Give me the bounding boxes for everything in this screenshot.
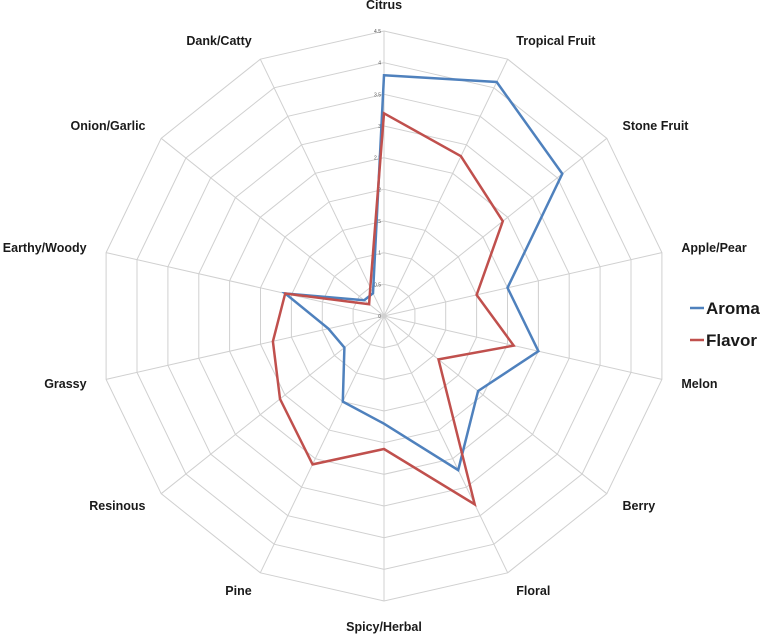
axis-label-spicy-herbal: Spicy/Herbal	[346, 620, 422, 634]
grid-spoke	[105, 252, 385, 317]
axis-label-stone-fruit: Stone Fruit	[623, 119, 690, 133]
tick-label: 0	[378, 314, 381, 320]
data-series	[271, 73, 564, 507]
tick-label: 2	[378, 187, 381, 193]
axis-label-floral: Floral	[516, 584, 550, 598]
grid-spoke	[383, 252, 663, 317]
tick-label: 0.5	[374, 282, 381, 288]
tick-label: 4	[378, 61, 381, 67]
grid-spoke	[259, 58, 385, 317]
tick-label: 1	[378, 251, 381, 257]
tick-label: 2.5	[374, 156, 381, 162]
tick-label: 4.5	[374, 29, 381, 35]
grid-spoke	[160, 137, 385, 317]
grid-spoke	[259, 315, 385, 574]
legend-label-flavor: Flavor	[706, 331, 757, 350]
category-labels: Citrus Tropical Fruit Stone Fruit Apple/Pea…	[3, 0, 747, 634]
axis-label-grassy: Grassy	[44, 377, 86, 391]
tick-label: 3	[378, 124, 381, 130]
axis-label-citrus: Citrus	[366, 0, 402, 12]
axis-label-berry: Berry	[623, 499, 656, 513]
grid-spoke	[160, 315, 385, 495]
grid-spoke	[105, 315, 385, 380]
axis-label-earthy-woody: Earthy/Woody	[3, 241, 87, 255]
axis-label-apple-pear: Apple/Pear	[681, 241, 746, 255]
grid-spoke	[383, 315, 509, 574]
series-line-flavor	[271, 111, 516, 507]
axis-label-pine: Pine	[225, 584, 251, 598]
grid-spoke	[383, 58, 509, 317]
axis-label-tropical-fruit: Tropical Fruit	[516, 34, 596, 48]
legend: Aroma Flavor	[690, 299, 760, 350]
radar-grid	[105, 30, 663, 602]
axis-label-melon: Melon	[681, 377, 717, 391]
tick-label: 3.5	[374, 92, 381, 98]
axis-label-dank-catty: Dank/Catty	[186, 34, 251, 48]
axis-label-onion-garlic: Onion/Garlic	[70, 119, 145, 133]
grid-spoke	[383, 315, 663, 380]
legend-label-aroma: Aroma	[706, 299, 760, 318]
grid-spoke	[383, 137, 608, 317]
grid-spoke	[383, 315, 608, 495]
series-line-aroma	[281, 73, 564, 473]
axis-label-resinous: Resinous	[89, 499, 145, 513]
